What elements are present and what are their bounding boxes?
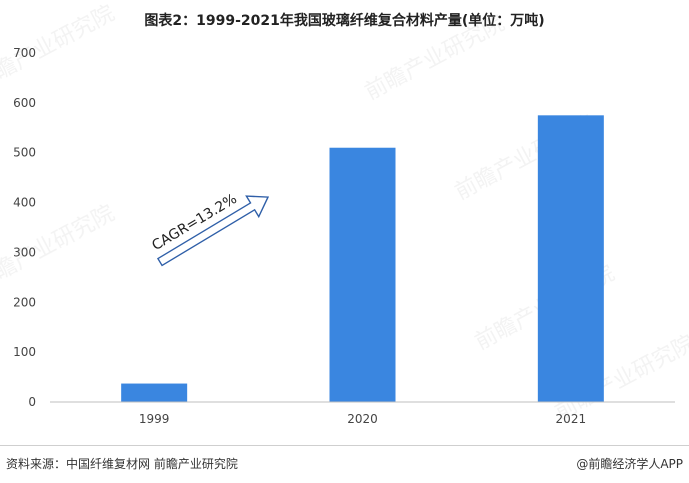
y-tick-label: 300	[13, 245, 36, 259]
brand-credit: @前瞻经济学人APP	[576, 457, 683, 471]
chart-title: 图表2：1999-2021年我国玻璃纤维复合材料产量(单位：万吨)	[144, 13, 545, 29]
y-tick-label: 600	[13, 96, 36, 110]
y-tick-label: 100	[13, 345, 36, 359]
bar-1999	[121, 383, 188, 402]
bar-chart: 前瞻产业研究院前瞻产业研究院前瞻产业研究院前瞻产业研究院前瞻产业研究院前瞻产业研…	[0, 1, 689, 426]
y-axis: 0 100 200 300 400 500 600 700	[13, 46, 36, 409]
bar-2020	[329, 147, 396, 402]
footer-divider	[0, 445, 689, 446]
bar-2021	[537, 115, 604, 403]
source-note: 资料来源：中国纤维复材网 前瞻产业研究院	[6, 457, 238, 471]
y-tick-label: 0	[28, 395, 36, 409]
cagr-annotation: CAGR=13.2%	[149, 191, 270, 267]
x-tick-label: 2021	[556, 412, 587, 426]
x-axis: 1999 2020 2021	[50, 401, 675, 426]
y-tick-label: 500	[13, 146, 36, 160]
arrow-shape	[156, 195, 270, 267]
cagr-arrow: CAGR=13.2%	[149, 191, 270, 267]
x-tick-label: 1999	[139, 412, 170, 426]
watermark-text: 前瞻产业研究院	[361, 11, 509, 105]
bars	[121, 115, 604, 403]
y-tick-label: 200	[13, 295, 36, 309]
y-tick-label: 700	[13, 46, 36, 60]
footer: 资料来源：中国纤维复材网 前瞻产业研究院 @前瞻经济学人APP	[6, 455, 683, 473]
y-tick-label: 400	[13, 196, 36, 210]
x-tick-label: 2020	[347, 412, 378, 426]
